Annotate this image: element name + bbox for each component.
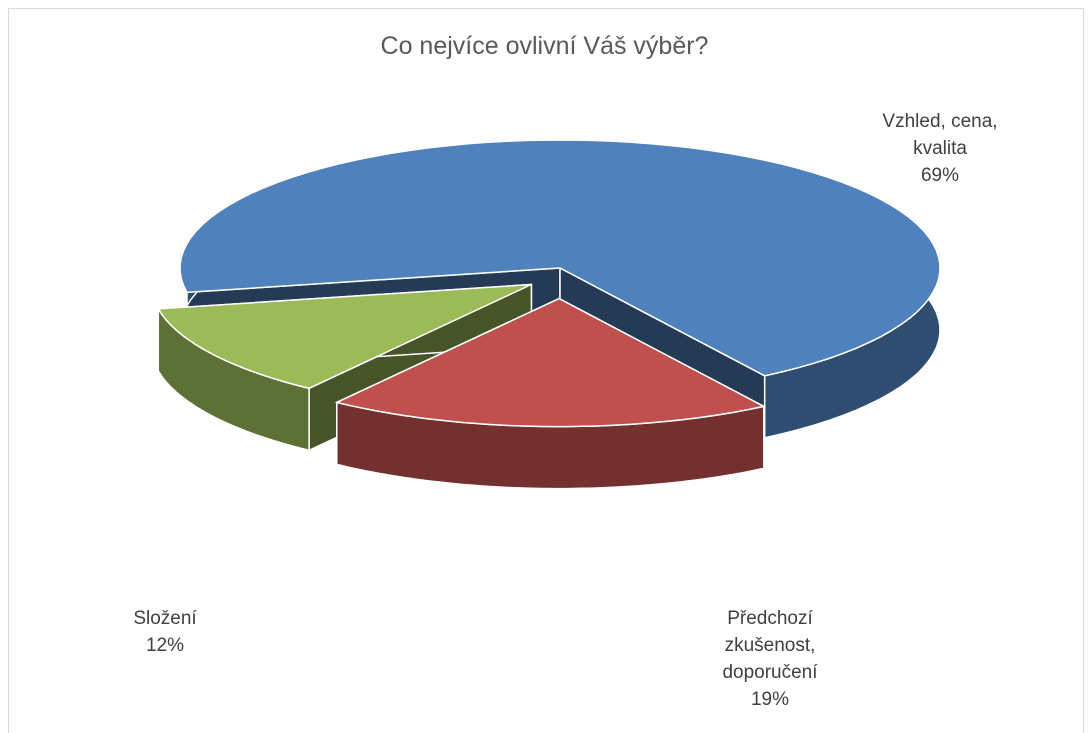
slice-top: [157, 283, 532, 390]
slice-top: [179, 139, 941, 377]
value-label: 69%: [920, 165, 960, 186]
value-label: 19%: [750, 689, 790, 710]
category-label: Vzhled, cena, kvalita: [882, 111, 998, 159]
slice: [334, 297, 766, 490]
slice-top: [334, 297, 766, 428]
data-label: Předchozí zkušenost, doporučení 19%: [700, 605, 840, 713]
chart-title: Co nejvíce ovlivní Váš výběr?: [380, 32, 709, 60]
category-label: Předchozí zkušenost, doporučení: [722, 608, 818, 683]
category-label: Složení: [133, 608, 197, 629]
data-label: Složení 12%: [110, 605, 220, 659]
value-label: 12%: [145, 635, 185, 656]
data-label: Vzhled, cena, kvalita 69%: [870, 108, 1010, 189]
